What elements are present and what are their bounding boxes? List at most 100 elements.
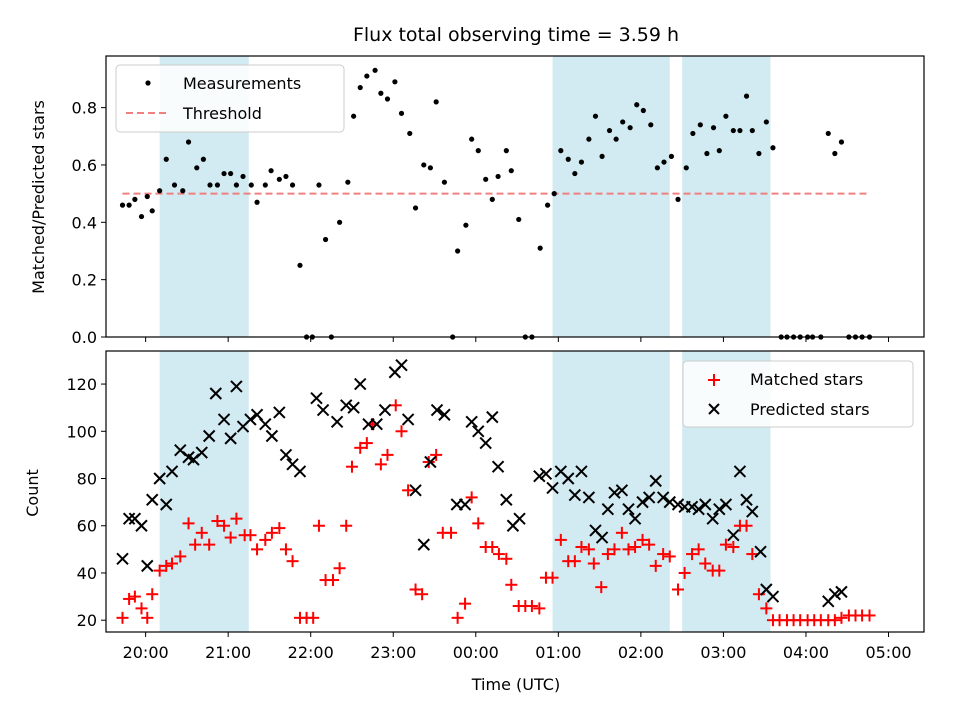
measurement-point [558,148,564,154]
predicted-marker-b [582,491,596,504]
matched-marker [354,441,367,454]
matched-marker [374,458,387,471]
legend-predicted-marker [708,403,720,415]
predicted-marker [244,413,257,426]
predicted-marker [754,545,767,558]
predicted-marker-b [286,458,299,471]
top-y-tick-label: 0.6 [72,156,97,175]
matched-marker [416,588,429,601]
matched-marker [389,399,402,412]
predicted-marker-b [347,401,360,414]
measurement-point [690,130,696,137]
measurement-point [149,208,155,214]
matched-marker [402,484,415,497]
matched-marker [663,550,676,563]
measurement-point [565,156,571,162]
x-tick-label: 03:00 [700,643,746,662]
bottom-y-tick-label: 60 [77,517,97,536]
matched-marker [727,540,740,553]
predicted-marker [135,519,148,532]
predicted-marker-b [539,467,553,480]
measurement-point [592,113,599,119]
measurement-point [704,150,710,157]
predicted-marker [692,503,705,516]
matched-marker [615,526,628,539]
matched-marker [451,611,464,624]
x-tick-label: 00:00 [453,643,499,662]
measurement-point [743,93,750,99]
measurement-point [730,127,736,134]
measurement-point [207,182,213,188]
matched-marker [636,533,649,546]
predicted-marker [628,512,642,525]
predicted-marker [472,425,485,438]
bottom-predicted-markers [116,358,848,608]
measurement-point [469,136,475,142]
predicted-marker [706,512,719,525]
matched-marker [174,550,187,563]
matched-marker [422,455,435,468]
measurement-point [372,67,378,73]
predicted-marker-b [417,538,430,551]
predicted-marker [568,488,582,502]
predicted-marker-b [202,429,216,443]
measurement-point [144,193,150,200]
predicted-marker [370,417,383,431]
measurement-point [648,122,654,128]
measurement-point [749,127,755,134]
measurement-point [770,145,776,151]
measurement-point [475,148,481,154]
matched-marker [326,574,339,587]
measurement-point [606,127,613,134]
predicted-marker [719,498,733,511]
bottom-y-tick-label: 120 [66,375,97,394]
matched-marker [465,491,478,504]
predicted-marker-b [568,488,582,502]
measurement-point [336,219,343,225]
matched-marker [601,548,614,561]
predicted-marker [430,403,444,417]
predicted-marker [409,484,422,497]
predicted-marker [562,472,575,485]
measurement-point [157,188,163,194]
matched-marker [554,533,567,546]
bottom-y-tick-label: 80 [77,470,97,489]
matched-marker [395,425,408,438]
measurement-point [503,148,509,154]
predicted-marker [513,512,526,525]
predicted-marker-b [601,503,615,516]
legend-matched-label: Matched stars [750,370,863,389]
top-y-tick-label: 0.0 [72,328,97,347]
measurement-point [683,165,689,171]
x-tick-label: 21:00 [205,643,251,662]
measurement-point [441,179,448,185]
measurement-point [138,213,145,220]
measurement-point [433,99,439,105]
matched-marker [582,543,595,556]
predicted-marker-b [760,583,773,596]
matched-marker [286,555,299,568]
predicted-marker-b [828,588,842,601]
predicted-marker-b [259,417,272,431]
predicted-marker-b [575,465,588,478]
predicted-marker-b [636,495,649,509]
predicted-marker [417,538,430,551]
x-tick-label: 01:00 [535,643,581,662]
matched-marker [692,543,705,556]
measurement-point [316,182,322,188]
predicted-marker [533,469,546,483]
predicted-marker [491,460,505,473]
predicted-marker-b [628,512,642,525]
measurement-point [248,182,254,188]
measurement-point [654,165,660,171]
predicted-marker-b [685,500,699,514]
measurement-point [345,179,351,185]
matched-marker [211,515,224,528]
predicted-marker-b [279,448,293,462]
predicted-marker-b [500,493,513,506]
predicted-marker [663,495,676,509]
top-legend-box [115,64,345,133]
measurement-point [697,122,703,128]
bottom-matched-markers [116,399,876,627]
measurement-point [412,205,419,211]
